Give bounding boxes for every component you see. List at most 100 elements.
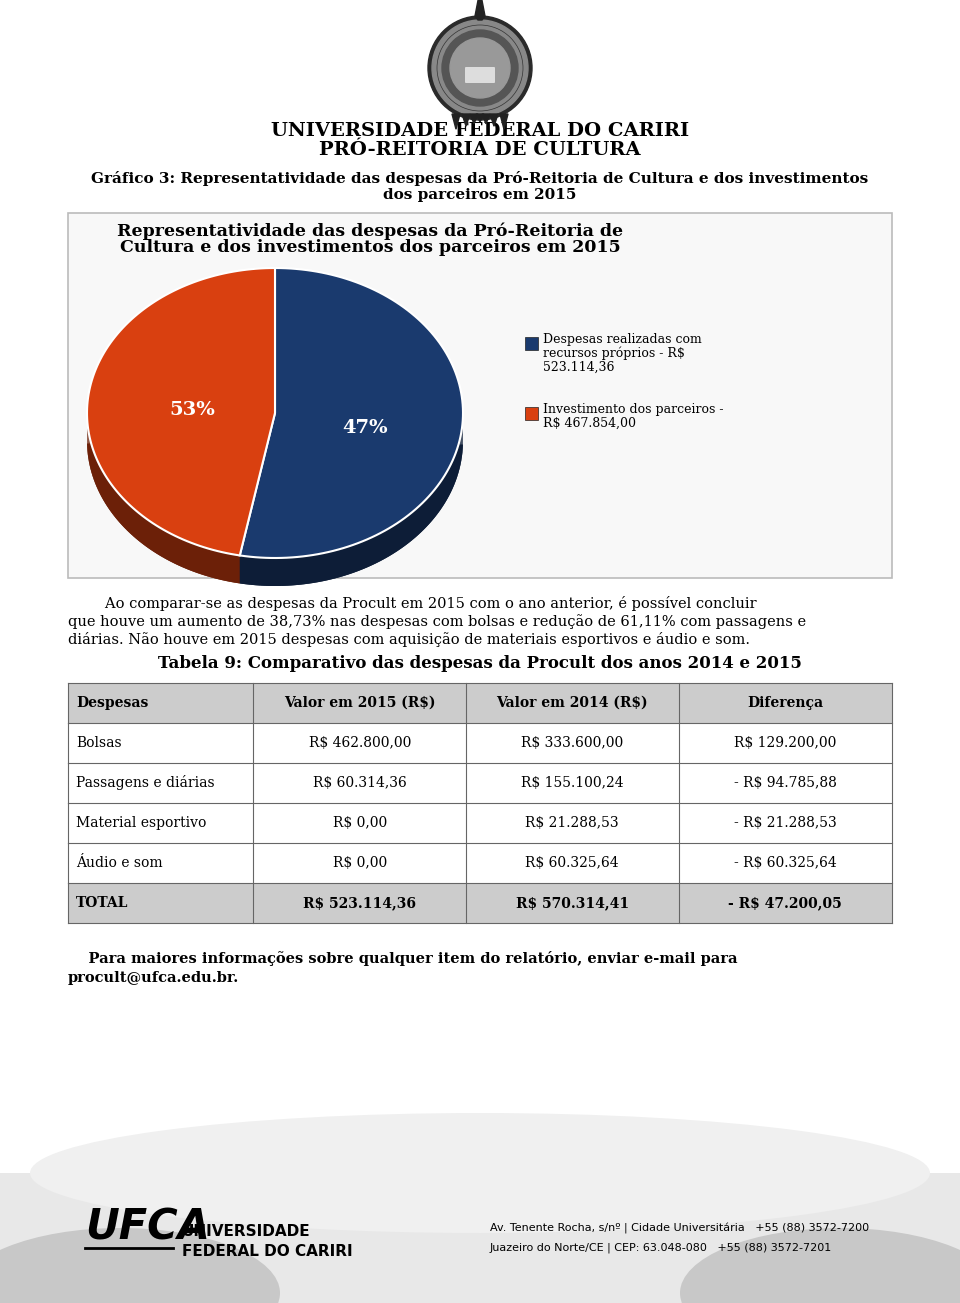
Polygon shape (426, 496, 429, 528)
Polygon shape (459, 440, 460, 473)
Polygon shape (163, 530, 167, 560)
Polygon shape (393, 524, 397, 554)
Polygon shape (452, 113, 460, 129)
Polygon shape (153, 523, 156, 554)
Polygon shape (422, 499, 426, 530)
FancyBboxPatch shape (68, 212, 892, 579)
Polygon shape (454, 452, 456, 485)
Text: 53%: 53% (169, 401, 215, 420)
Text: TOTAL: TOTAL (76, 896, 129, 909)
Text: Cultura e dos investimentos dos parceiros em 2015: Cultura e dos investimentos dos parceiro… (120, 240, 620, 257)
Polygon shape (167, 532, 171, 562)
Polygon shape (139, 513, 142, 543)
Polygon shape (156, 525, 159, 555)
Polygon shape (92, 447, 93, 480)
Polygon shape (438, 482, 440, 515)
Bar (525, 336, 538, 349)
Text: R$ 523.114,36: R$ 523.114,36 (303, 896, 417, 909)
Polygon shape (389, 526, 393, 556)
Polygon shape (208, 549, 213, 577)
Polygon shape (251, 556, 255, 585)
Text: Material esportivo: Material esportivo (76, 816, 206, 830)
Polygon shape (302, 556, 308, 585)
Polygon shape (271, 558, 276, 586)
Polygon shape (200, 546, 204, 576)
Polygon shape (367, 537, 372, 568)
Polygon shape (470, 113, 478, 124)
Polygon shape (401, 517, 405, 549)
Polygon shape (87, 268, 275, 555)
Polygon shape (111, 485, 113, 516)
Polygon shape (409, 512, 412, 543)
Polygon shape (107, 478, 109, 509)
Polygon shape (440, 480, 443, 511)
Polygon shape (142, 516, 146, 546)
Polygon shape (308, 555, 313, 584)
Polygon shape (462, 113, 470, 126)
Polygon shape (444, 472, 447, 503)
Polygon shape (146, 519, 149, 549)
Polygon shape (222, 552, 227, 581)
Polygon shape (95, 455, 96, 486)
Text: R$ 21.288,53: R$ 21.288,53 (525, 816, 619, 830)
Polygon shape (255, 558, 260, 585)
Polygon shape (348, 545, 353, 575)
Text: Valor em 2015 (R$): Valor em 2015 (R$) (284, 696, 436, 710)
Bar (0, 1173, 960, 1303)
Text: - R$ 60.325,64: - R$ 60.325,64 (733, 856, 837, 870)
Polygon shape (240, 555, 245, 584)
Polygon shape (456, 448, 457, 481)
Polygon shape (447, 468, 449, 499)
Polygon shape (100, 465, 101, 496)
Polygon shape (457, 444, 459, 477)
Text: Para maiores informações sobre qualquer item do relatório, enviar e-mail para: Para maiores informações sobre qualquer … (68, 951, 737, 966)
Text: Representatividade das despesas da Pró-Reitoria de: Representatividade das despesas da Pró-R… (117, 223, 623, 240)
Bar (68, 803, 892, 843)
Bar (68, 723, 892, 764)
Polygon shape (98, 461, 100, 493)
Text: FEDERAL DO CARIRI: FEDERAL DO CARIRI (182, 1243, 352, 1259)
Text: Av. Tenente Rocha, s/nº | Cidade Universitária   +55 (88) 3572-7200: Av. Tenente Rocha, s/nº | Cidade Univers… (490, 1224, 869, 1234)
Text: UFCA: UFCA (85, 1207, 210, 1250)
Polygon shape (187, 541, 191, 571)
Polygon shape (420, 503, 422, 534)
Text: R$ 462.800,00: R$ 462.800,00 (308, 736, 411, 751)
Polygon shape (372, 536, 376, 566)
Circle shape (450, 38, 510, 98)
Text: Passagens e diárias: Passagens e diárias (76, 775, 215, 791)
Text: R$ 0,00: R$ 0,00 (332, 856, 387, 870)
Polygon shape (87, 440, 275, 584)
Polygon shape (91, 444, 92, 476)
Polygon shape (124, 499, 127, 530)
Polygon shape (416, 506, 420, 537)
Polygon shape (298, 556, 302, 585)
Text: Bolsas: Bolsas (76, 736, 122, 751)
Polygon shape (159, 528, 163, 558)
Circle shape (432, 20, 528, 116)
Polygon shape (260, 558, 266, 586)
Polygon shape (276, 558, 281, 586)
Bar (68, 883, 892, 923)
Text: Diferença: Diferença (747, 696, 824, 710)
Polygon shape (328, 551, 333, 580)
Text: PRÓ-REITORIA DE CULTURA: PRÓ-REITORIA DE CULTURA (320, 141, 640, 159)
Polygon shape (432, 490, 435, 521)
Text: Ao comparar-se as despesas da Procult em 2015 com o ano anterior, é possível con: Ao comparar-se as despesas da Procult em… (68, 595, 756, 611)
Polygon shape (103, 472, 105, 503)
Text: Despesas realizadas com: Despesas realizadas com (543, 332, 702, 345)
Polygon shape (109, 481, 111, 512)
Polygon shape (443, 476, 444, 507)
Text: que houve um aumento de 38,73% nas despesas com bolsas e redução de 61,11% com p: que houve um aumento de 38,73% nas despe… (68, 614, 806, 629)
Circle shape (428, 16, 532, 120)
Polygon shape (405, 515, 409, 546)
Polygon shape (204, 547, 208, 577)
Polygon shape (435, 486, 438, 517)
Polygon shape (183, 539, 187, 569)
Polygon shape (482, 113, 490, 124)
Polygon shape (287, 558, 292, 586)
Circle shape (442, 30, 518, 106)
Polygon shape (113, 487, 116, 519)
Polygon shape (500, 113, 508, 129)
Text: - R$ 94.785,88: - R$ 94.785,88 (733, 777, 837, 790)
Text: - R$ 47.200,05: - R$ 47.200,05 (729, 896, 842, 909)
